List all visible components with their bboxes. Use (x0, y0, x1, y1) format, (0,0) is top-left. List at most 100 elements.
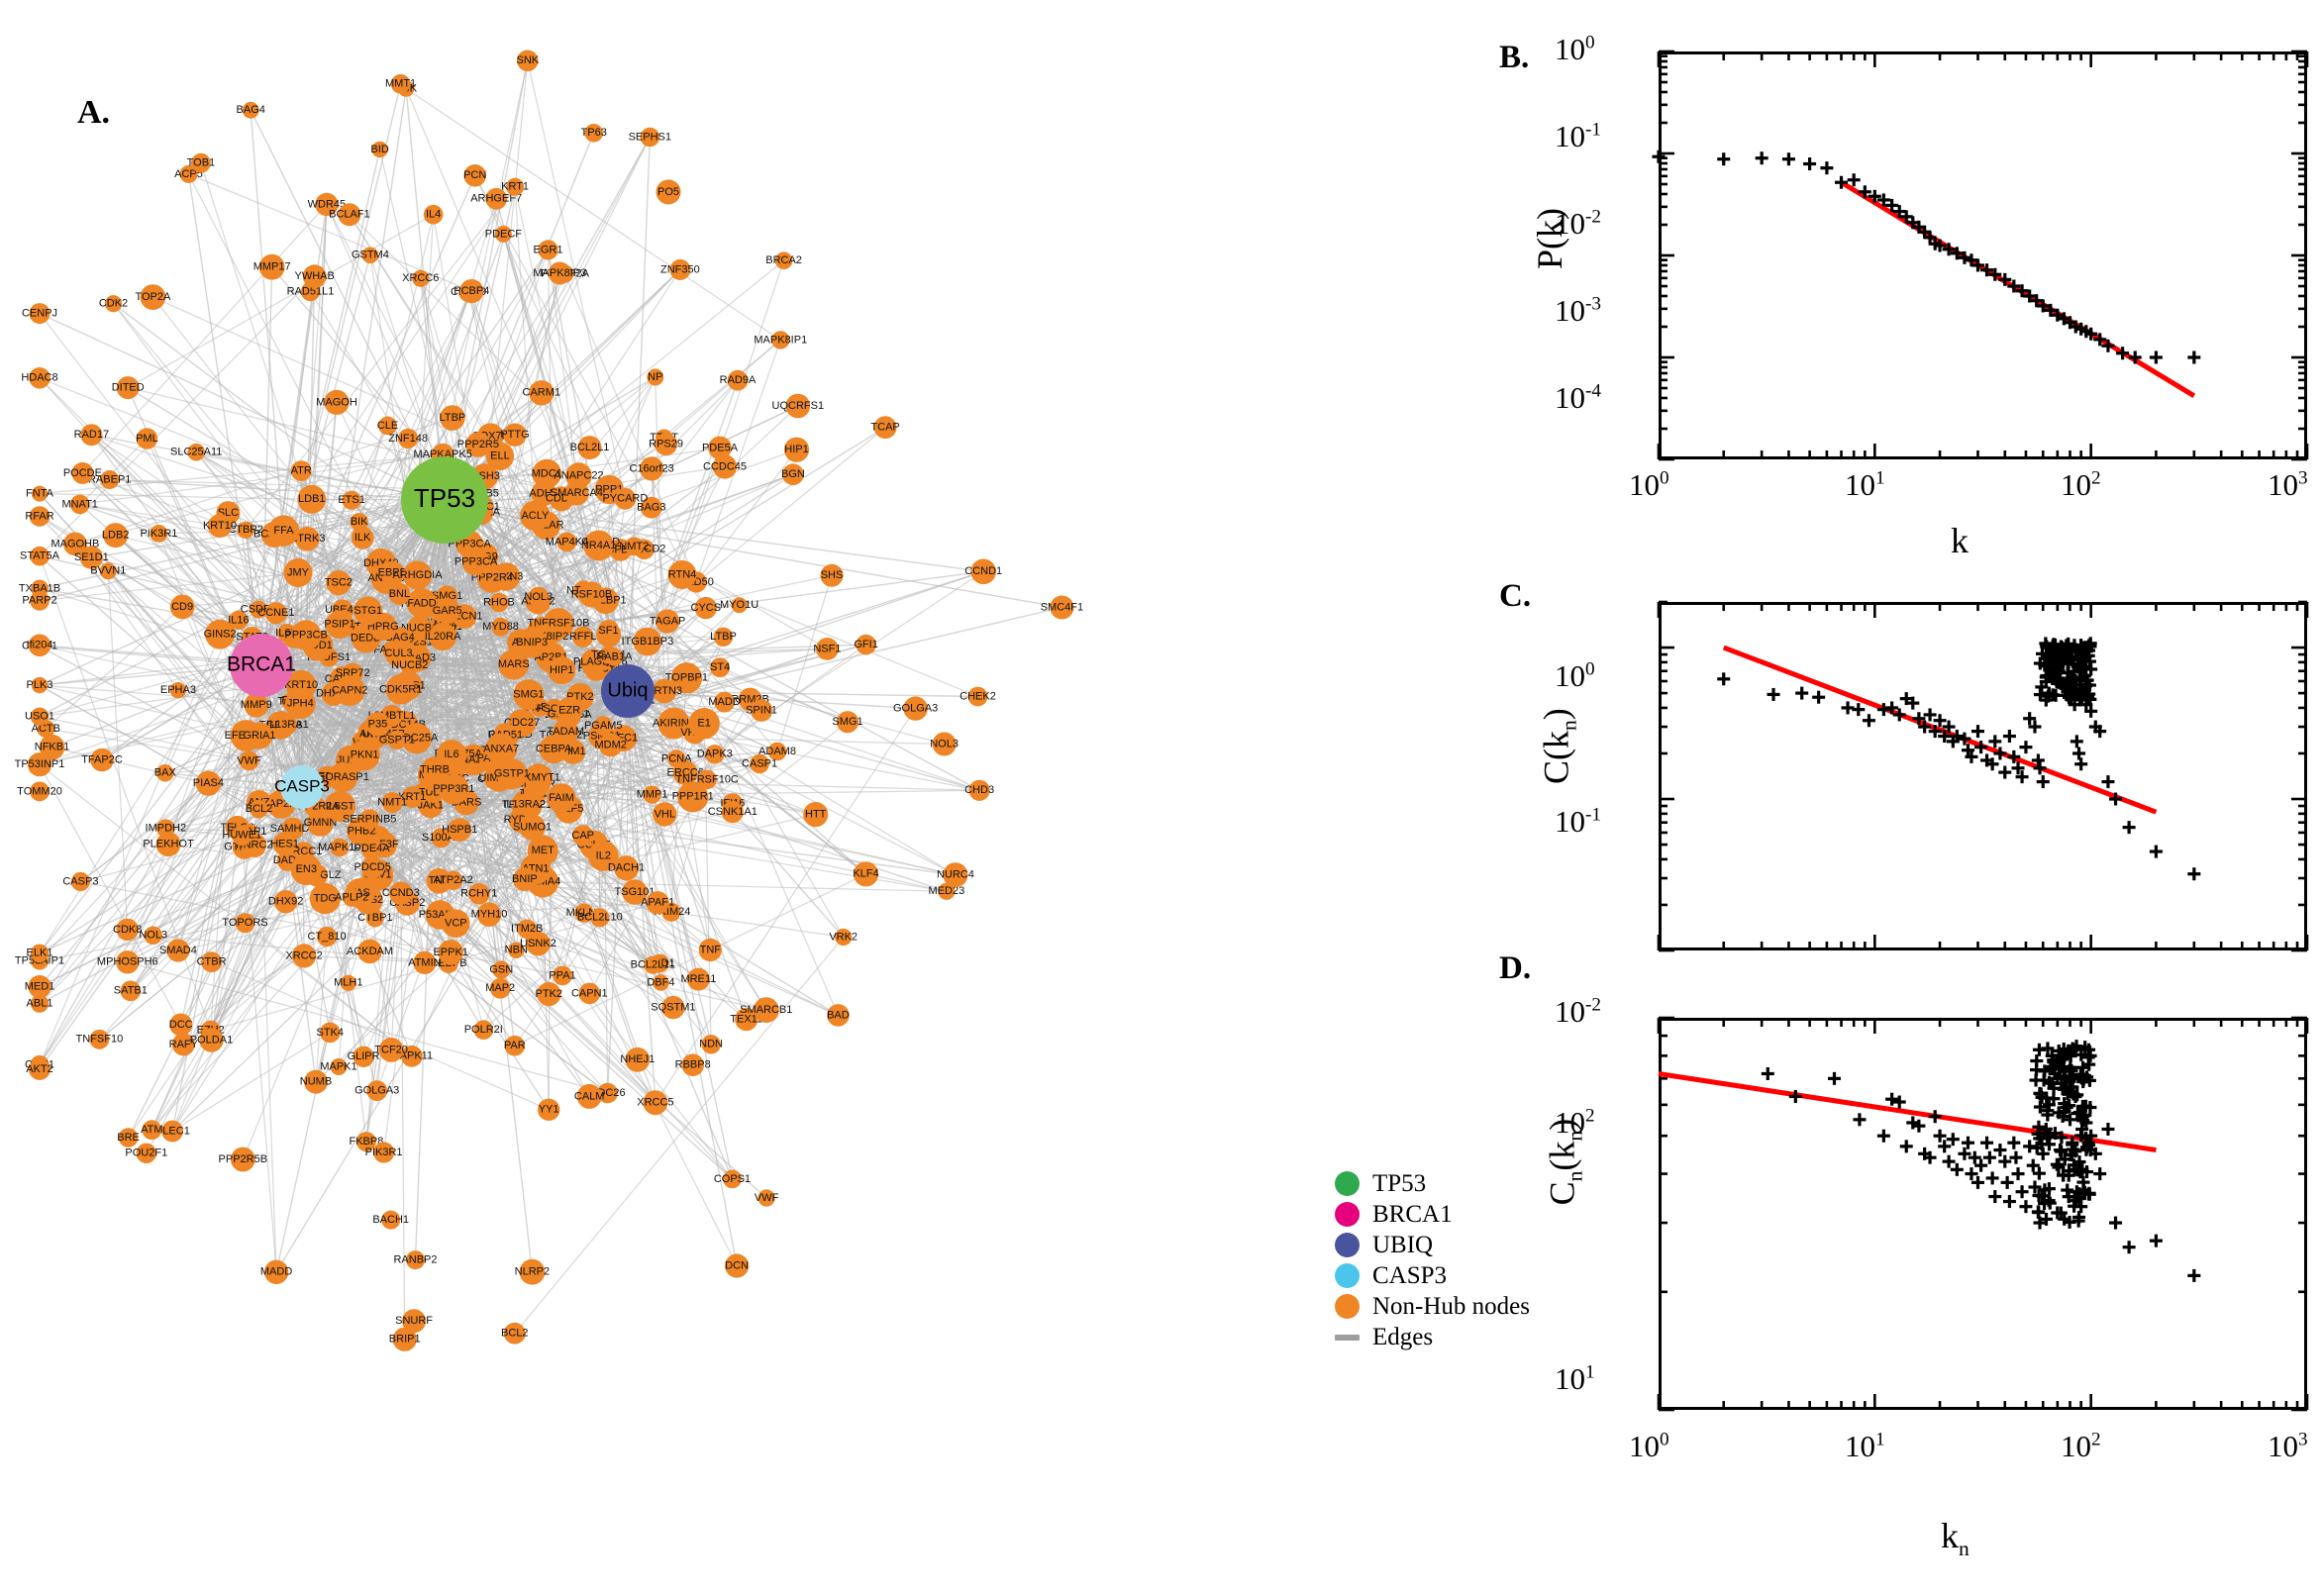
network-node[interactable]: NUCB1 (401, 615, 438, 642)
network-node[interactable]: TOB1 (187, 152, 216, 173)
network-node[interactable]: NP (647, 368, 664, 386)
network-node[interactable]: PLEKHOT (143, 832, 194, 857)
network-node[interactable]: BVVN1 (90, 562, 126, 580)
network-node[interactable]: BRCA2 (765, 251, 802, 269)
network-node[interactable]: VWF (755, 1189, 779, 1207)
network-node[interactable]: KRT1 (398, 786, 426, 808)
network-node[interactable]: CTBR (197, 951, 227, 973)
network-node[interactable]: ARHGDIA (392, 560, 443, 590)
network-node[interactable]: VRK2 (829, 928, 858, 947)
network-node[interactable]: POU2F1 (125, 1143, 167, 1164)
network-node[interactable]: ATR (291, 460, 312, 481)
network-node[interactable]: CHEK2 (960, 686, 996, 707)
network-node[interactable]: BCLAF1 (329, 203, 370, 227)
network-node[interactable]: PAR (504, 1035, 526, 1056)
network-node[interactable]: XRCC6 (402, 269, 439, 287)
network-node[interactable]: TP63 (581, 124, 607, 143)
network-node[interactable]: SLC25A11 (170, 443, 222, 461)
network-node[interactable]: EGR1 (534, 240, 563, 260)
network-node[interactable]: PCBP4 (454, 279, 489, 304)
network-node[interactable]: KRT1 (501, 177, 529, 196)
network-node[interactable]: SNURF (395, 1309, 433, 1334)
network-node[interactable]: SMG1 (513, 679, 544, 711)
network-node[interactable]: BAD (827, 1004, 850, 1027)
network-node[interactable]: MRE11 (680, 967, 716, 991)
network-node[interactable]: IL16 (228, 610, 250, 631)
network-node[interactable]: XRCC2 (285, 944, 323, 968)
network-node[interactable]: RBBP8 (675, 1053, 711, 1076)
network-node[interactable]: RPS29 (649, 433, 683, 456)
network-node[interactable]: LTBP (440, 405, 466, 431)
network-node[interactable]: CTBP2 (228, 521, 263, 539)
network-node[interactable]: GSN (489, 960, 513, 979)
network-node[interactable]: MPHOSPH6 (97, 950, 158, 974)
network-node[interactable]: Ifi204 (27, 634, 53, 657)
network-node[interactable]: ATP2A2 (434, 870, 473, 890)
network-node[interactable]: LDB1 (297, 484, 327, 514)
network-node[interactable]: FKBP8 (349, 1132, 383, 1152)
network-node[interactable]: PARP2 (22, 590, 57, 611)
network-node[interactable]: CCND3 (382, 881, 420, 905)
network-node[interactable]: NR4A1 (581, 530, 616, 561)
network-node[interactable]: EPHA3 (160, 682, 196, 699)
network-node[interactable]: NBN (505, 942, 528, 958)
network-node[interactable]: ACLY (520, 500, 551, 532)
network-node[interactable]: XRCC5 (637, 1090, 674, 1116)
network-node[interactable]: PYCARD (602, 487, 648, 510)
network-node[interactable]: WDR45 (308, 192, 347, 217)
network-node[interactable]: TOPBP1 (665, 662, 708, 694)
network-node[interactable]: GORASP1 (317, 761, 369, 793)
network-node[interactable]: NDN (699, 1035, 723, 1054)
network-node[interactable]: GLIPR (348, 1046, 380, 1068)
network-node[interactable]: PIAS4 (193, 770, 224, 796)
network-node[interactable]: CLE (377, 416, 398, 436)
hub-node-casp3[interactable]: CASP3 (274, 765, 330, 809)
network-node[interactable]: NHEJ1 (620, 1047, 655, 1072)
network-node[interactable]: ELL (485, 442, 515, 470)
network-node[interactable]: TDG (309, 883, 341, 915)
network-node[interactable]: PDECF (485, 225, 523, 243)
network-node[interactable]: DBF4 (647, 974, 674, 991)
network-node[interactable]: RAD17 (74, 424, 109, 447)
network-node[interactable]: MARS (498, 649, 530, 680)
network-node[interactable]: PIK3R1 (140, 525, 177, 543)
network-node[interactable]: GSTM4 (352, 247, 389, 264)
network-node[interactable]: PPP2R5B (219, 1147, 268, 1172)
network-node[interactable]: ANAPC22 (554, 462, 604, 489)
network-node[interactable]: BCL2 (246, 799, 273, 819)
network-node[interactable]: SMARCB1 (740, 997, 792, 1023)
network-node[interactable]: BIK (350, 513, 369, 532)
network-node[interactable]: MAGOHB (50, 532, 99, 556)
network-node[interactable]: STK4 (317, 1022, 345, 1044)
network-node[interactable]: BRIP1 (389, 1327, 421, 1351)
network-node[interactable]: SNK (516, 50, 540, 72)
network-node[interactable]: MDC1 (532, 458, 562, 489)
network-node[interactable]: RCHY1 (460, 883, 497, 905)
network-node[interactable]: RAFY (169, 1033, 199, 1056)
network-node[interactable]: CDK5R1 (379, 674, 422, 705)
network-node[interactable]: NOL3 (524, 586, 553, 608)
network-node[interactable]: RANBP2 (393, 1250, 438, 1270)
hub-node-tp53[interactable]: TP53 (401, 456, 488, 544)
network-node[interactable]: DAPK3 (697, 745, 733, 764)
network-node[interactable]: BRE (117, 1128, 140, 1147)
network-node[interactable]: CSNK1A1 (708, 801, 758, 824)
network-node[interactable]: NURC4 (937, 862, 974, 888)
network-node[interactable]: NUCB2 (391, 655, 428, 675)
network-node[interactable]: MYD88 (482, 617, 519, 637)
network-node[interactable]: EBPB (378, 560, 407, 585)
network-node[interactable]: PCNA (661, 749, 692, 768)
network-node[interactable]: DCC (169, 1013, 193, 1037)
network-node[interactable]: ADAM8 (758, 742, 796, 761)
network-node[interactable]: IL13RA1 (266, 715, 309, 735)
network-node[interactable]: AKIRIN2 (653, 707, 695, 740)
network-node[interactable]: DHX92 (268, 890, 303, 914)
hub-node-ubiq[interactable]: Ubiq (601, 664, 655, 718)
network-node[interactable]: THRB (420, 756, 450, 784)
network-node[interactable]: SERPINB5 (343, 809, 396, 830)
network-node[interactable]: GINS2 (204, 619, 237, 649)
network-node[interactable]: RHOB (483, 592, 515, 613)
network-node[interactable]: P35 (365, 712, 390, 737)
network-node[interactable]: TOMM20 (17, 781, 62, 802)
network-node[interactable]: CDK2 (99, 295, 128, 313)
